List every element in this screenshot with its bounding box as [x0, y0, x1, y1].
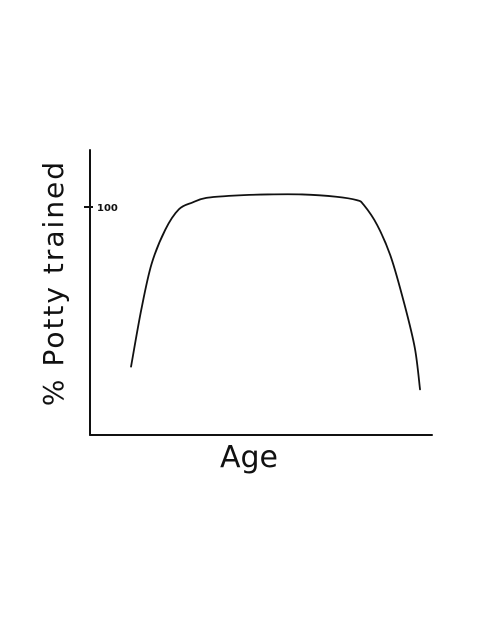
x-axis-label: Age — [220, 440, 278, 475]
data-line — [130, 193, 421, 391]
y-axis-label: % Potty trained — [37, 160, 70, 406]
y-tick-label: 100 — [97, 203, 118, 214]
y-ticks: 100 — [84, 203, 118, 214]
